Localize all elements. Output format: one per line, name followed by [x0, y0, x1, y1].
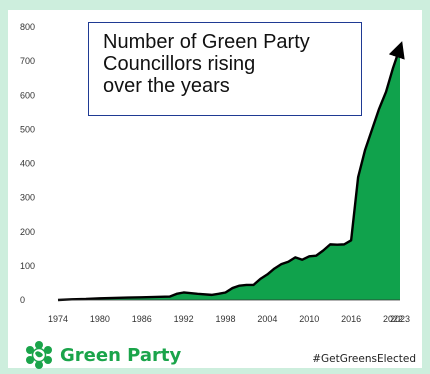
x-tick-label: 1980 — [90, 314, 110, 324]
area-fill — [58, 47, 400, 300]
x-tick-label: 1992 — [174, 314, 194, 324]
y-tick-label: 200 — [20, 227, 35, 237]
earth-flower-logo-icon — [26, 341, 52, 369]
hashtag-text: #GetGreensElected — [312, 353, 416, 365]
chart-title-box: Number of Green Party Councillors rising… — [88, 22, 362, 116]
x-tick-label: 2016 — [341, 314, 361, 324]
green-party-logo: Green Party — [24, 340, 181, 370]
y-tick-label: 500 — [20, 124, 35, 134]
y-tick-label: 100 — [20, 261, 35, 271]
x-tick-label: 2022 — [383, 314, 403, 324]
chart-title-line-3: over the years — [103, 75, 230, 97]
councillors-area-chart: 0 100 200 300 400 500 600 700 800 1974 1980 1986 199… — [20, 22, 410, 324]
y-tick-label: 700 — [20, 56, 35, 66]
y-tick-label: 400 — [20, 159, 35, 169]
chart-title-line-1: Number of Green Party — [103, 31, 310, 53]
y-tick-label: 600 — [20, 90, 35, 100]
series-line — [57, 41, 405, 302]
chart-card: 0 100 200 300 400 500 600 700 800 1974 1980 1986 199… — [8, 10, 422, 368]
y-tick-label: 800 — [20, 22, 35, 32]
x-tick-label: 2010 — [299, 314, 319, 324]
x-tick-label: 2004 — [257, 314, 277, 324]
x-tick-label: 1998 — [215, 314, 235, 324]
chart-title-line-2: Councillors rising — [103, 53, 256, 75]
x-tick-label: 2023 — [390, 314, 410, 324]
y-tick-label: 0 — [20, 295, 25, 305]
brand-name: Green Party — [60, 344, 182, 366]
x-tick-label: 1986 — [132, 314, 152, 324]
y-tick-label: 300 — [20, 193, 35, 203]
x-tick-label: 1974 — [48, 314, 68, 324]
